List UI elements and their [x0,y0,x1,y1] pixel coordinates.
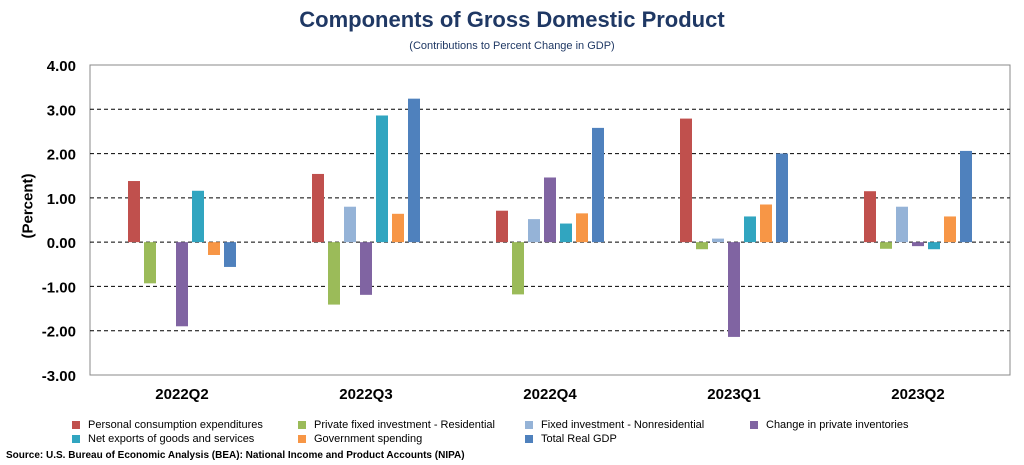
bar [896,206,908,243]
legend-item: Net exports of goods and services [72,433,254,445]
legend-swatch [72,421,80,429]
plot-border [89,64,1011,376]
bar [512,242,524,295]
bar [144,242,156,284]
x-tick-label: 2023Q2 [891,386,944,403]
y-tick-label: 4.00 [47,58,76,75]
bar [944,216,956,243]
bar [744,216,756,243]
bar [696,242,708,250]
bar [776,153,788,243]
legend-label: Personal consumption expenditures [88,419,263,431]
x-tick-label: 2023Q1 [707,386,760,403]
bar [208,242,220,255]
y-tick-label: 2.00 [47,147,76,164]
bar [528,219,540,243]
chart-subtitle: (Contributions to Percent Change in GDP) [409,40,615,52]
bar [328,242,340,305]
legend-swatch [72,435,80,443]
x-tick-label: 2022Q4 [523,386,577,403]
bar [176,242,188,327]
bar [312,173,324,243]
bar [960,150,972,243]
bar [360,242,372,295]
chart-plot: -3.00 -2.00 -1.00 0.00 1.00 2.00 3.00 4.00 2022Q… [42,58,1011,403]
bar [408,98,420,243]
y-tick-label: -3.00 [42,368,76,385]
bar [376,115,388,243]
legend-swatch [750,421,758,429]
legend-label: Total Real GDP [541,433,617,445]
legend-swatch [525,435,533,443]
bar [864,191,876,243]
legend-swatch [525,421,533,429]
bar [912,242,924,247]
legend-item: Total Real GDP [525,433,617,445]
chart-title: Components of Gross Domestic Product [299,7,725,32]
legend-label: Government spending [314,433,423,445]
legend-swatch [298,435,306,443]
bar [392,213,404,243]
y-tick-label: -2.00 [42,324,76,341]
legend-label: Net exports of goods and services [88,433,255,445]
bar [128,181,140,243]
bar [192,190,204,243]
legend-label: Change in private inventories [766,419,909,431]
bar [576,213,588,243]
bar [680,118,692,243]
bar [544,177,556,243]
y-tick-label: 1.00 [47,191,76,208]
y-tick-label: 0.00 [47,235,76,252]
legend-item: Government spending [298,433,422,445]
bar [592,127,604,243]
bar [560,223,572,243]
legend-item: Change in private inventories [750,419,908,431]
bar [728,242,740,337]
bar [344,206,356,243]
bar [760,204,772,243]
y-tick-label: -1.00 [42,279,76,296]
bar [928,242,940,250]
bar [880,242,892,249]
legend-item: Fixed investment - Nonresidential [525,419,704,431]
source-note: Source: U.S. Bureau of Economic Analysis… [6,450,465,461]
x-tick-label: 2022Q2 [155,386,208,403]
legend-item: Private fixed investment - Residential [298,419,495,431]
legend-label: Fixed investment - Nonresidential [541,419,705,431]
legend-label: Private fixed investment - Residential [314,419,495,431]
legend-swatch [298,421,306,429]
legend-item: Personal consumption expenditures [72,419,263,431]
bar [496,210,508,243]
x-tick-label: 2022Q3 [339,386,392,403]
bar [224,242,236,267]
bar [712,238,724,243]
y-tick-label: 3.00 [47,102,76,119]
